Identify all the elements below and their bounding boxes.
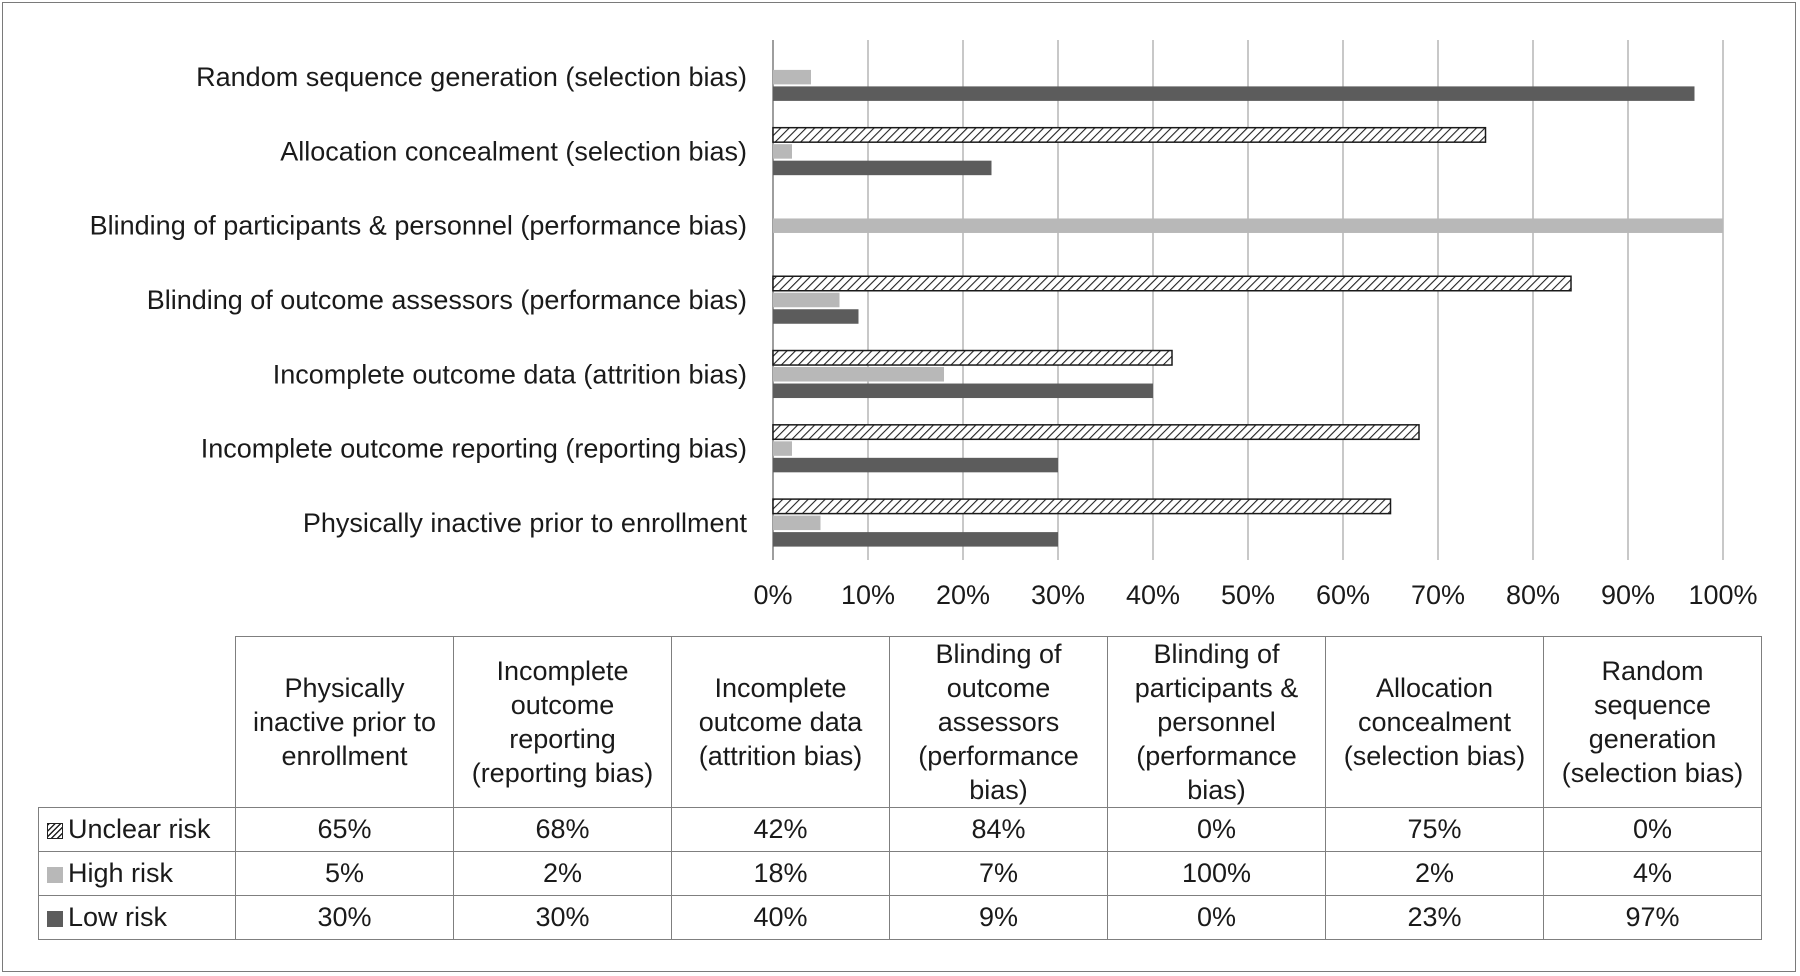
table-row-unclear: Unclear risk 65% 68% 42% 84% 0% 75% 0% <box>38 807 1762 852</box>
bar-high-risk <box>773 69 811 85</box>
risk-of-bias-bar-chart: Random sequence generation (selection bi… <box>90 40 1758 610</box>
hatched-swatch-icon <box>47 823 63 839</box>
bar-low-risk <box>773 457 1058 473</box>
column-header: Physically inactive prior to enrollment <box>235 636 454 808</box>
table-cell: 0% <box>1107 895 1326 940</box>
table-cell: 0% <box>1543 807 1762 852</box>
column-header: Blinding of participants & personnel (pe… <box>1107 636 1326 808</box>
category-label: Incomplete outcome data (attrition bias) <box>273 359 747 389</box>
bar-low-risk <box>773 309 859 324</box>
table-cell: 4% <box>1543 851 1762 896</box>
bar-low-risk <box>773 86 1695 101</box>
bar-high-risk <box>773 367 944 382</box>
table-cell: 75% <box>1325 807 1544 852</box>
table-cell: 9% <box>889 895 1108 940</box>
x-tick-label: 20% <box>936 580 990 610</box>
table-cell: 5% <box>235 851 454 896</box>
dark-gray-swatch-icon <box>47 911 63 927</box>
category-label: Blinding of outcome assessors (performan… <box>147 285 747 315</box>
table-row-low: Low risk 30% 30% 40% 9% 0% 23% 97% <box>38 895 1762 940</box>
bar-unclear-risk <box>772 126 1487 143</box>
table-cell: 42% <box>671 807 890 852</box>
table-cell: 30% <box>453 895 672 940</box>
table-cell: 18% <box>671 851 890 896</box>
table-cell: 30% <box>235 895 454 940</box>
column-header: Allocation concealment (selection bias) <box>1325 636 1544 808</box>
bars <box>772 69 1723 547</box>
bar-high-risk <box>773 441 792 456</box>
category-label: Allocation concealment (selection bias) <box>280 136 747 166</box>
legend-label: High risk <box>68 858 174 888</box>
table-cell: 23% <box>1325 895 1544 940</box>
gridlines <box>772 40 1724 560</box>
table-cell: 65% <box>235 807 454 852</box>
category-label: Blinding of participants & personnel (pe… <box>90 211 747 241</box>
legend-label: Unclear risk <box>68 814 211 844</box>
table-cell: 84% <box>889 807 1108 852</box>
column-header: Random sequence generation (selection bi… <box>1543 636 1762 808</box>
bar-high-risk <box>773 144 792 159</box>
bar-unclear-risk <box>772 424 1420 441</box>
category-label: Physically inactive prior to enrollment <box>303 508 748 538</box>
x-tick-label: 70% <box>1411 580 1465 610</box>
legend-unclear-risk: Unclear risk <box>38 807 236 852</box>
table-cell: 100% <box>1107 851 1326 896</box>
x-tick-labels: 0% 10% 20% 30% 40% 50% 60% 70% 80% 90% 100% <box>753 580 1757 610</box>
x-tick-label: 90% <box>1601 580 1655 610</box>
x-tick-label: 30% <box>1031 580 1085 610</box>
data-table: Physically inactive prior to enrollment … <box>38 636 1762 940</box>
table-cell: 2% <box>453 851 672 896</box>
bar-unclear-risk <box>772 498 1392 515</box>
table-cell: 68% <box>453 807 672 852</box>
table-corner <box>38 636 236 808</box>
bar-high-risk <box>773 218 1723 233</box>
bar-low-risk <box>773 532 1058 547</box>
x-tick-label: 0% <box>753 580 792 610</box>
category-label: Incomplete outcome reporting (reporting … <box>201 434 747 464</box>
bar-unclear-risk <box>772 349 1173 366</box>
table-cell: 0% <box>1107 807 1326 852</box>
column-header: Blinding of outcome assessors (performan… <box>889 636 1108 808</box>
table-cell: 7% <box>889 851 1108 896</box>
x-tick-label: 60% <box>1316 580 1370 610</box>
x-tick-label: 100% <box>1688 580 1757 610</box>
bar-unclear-risk <box>772 275 1572 292</box>
x-tick-label: 50% <box>1221 580 1275 610</box>
light-gray-swatch-icon <box>47 867 63 883</box>
table-cell: 97% <box>1543 895 1762 940</box>
legend-high-risk: High risk <box>38 851 236 896</box>
table-cell: 40% <box>671 895 890 940</box>
column-header: Incomplete outcome data (attrition bias) <box>671 636 890 808</box>
bar-high-risk <box>773 515 821 531</box>
x-tick-label: 10% <box>841 580 895 610</box>
table-header-row: Physically inactive prior to enrollment … <box>38 636 1762 808</box>
table-cell: 2% <box>1325 851 1544 896</box>
bar-low-risk <box>773 383 1153 399</box>
category-labels: Random sequence generation (selection bi… <box>90 62 748 538</box>
legend-label: Low risk <box>68 902 168 932</box>
table-row-high: High risk 5% 2% 18% 7% 100% 2% 4% <box>38 851 1762 896</box>
x-tick-label: 80% <box>1506 580 1560 610</box>
x-tick-label: 40% <box>1126 580 1180 610</box>
category-label: Random sequence generation (selection bi… <box>196 62 747 92</box>
column-header: Incomplete outcome reporting (reporting … <box>453 636 672 808</box>
legend-low-risk: Low risk <box>38 895 236 940</box>
bar-low-risk <box>773 160 992 176</box>
bar-high-risk <box>773 292 840 308</box>
